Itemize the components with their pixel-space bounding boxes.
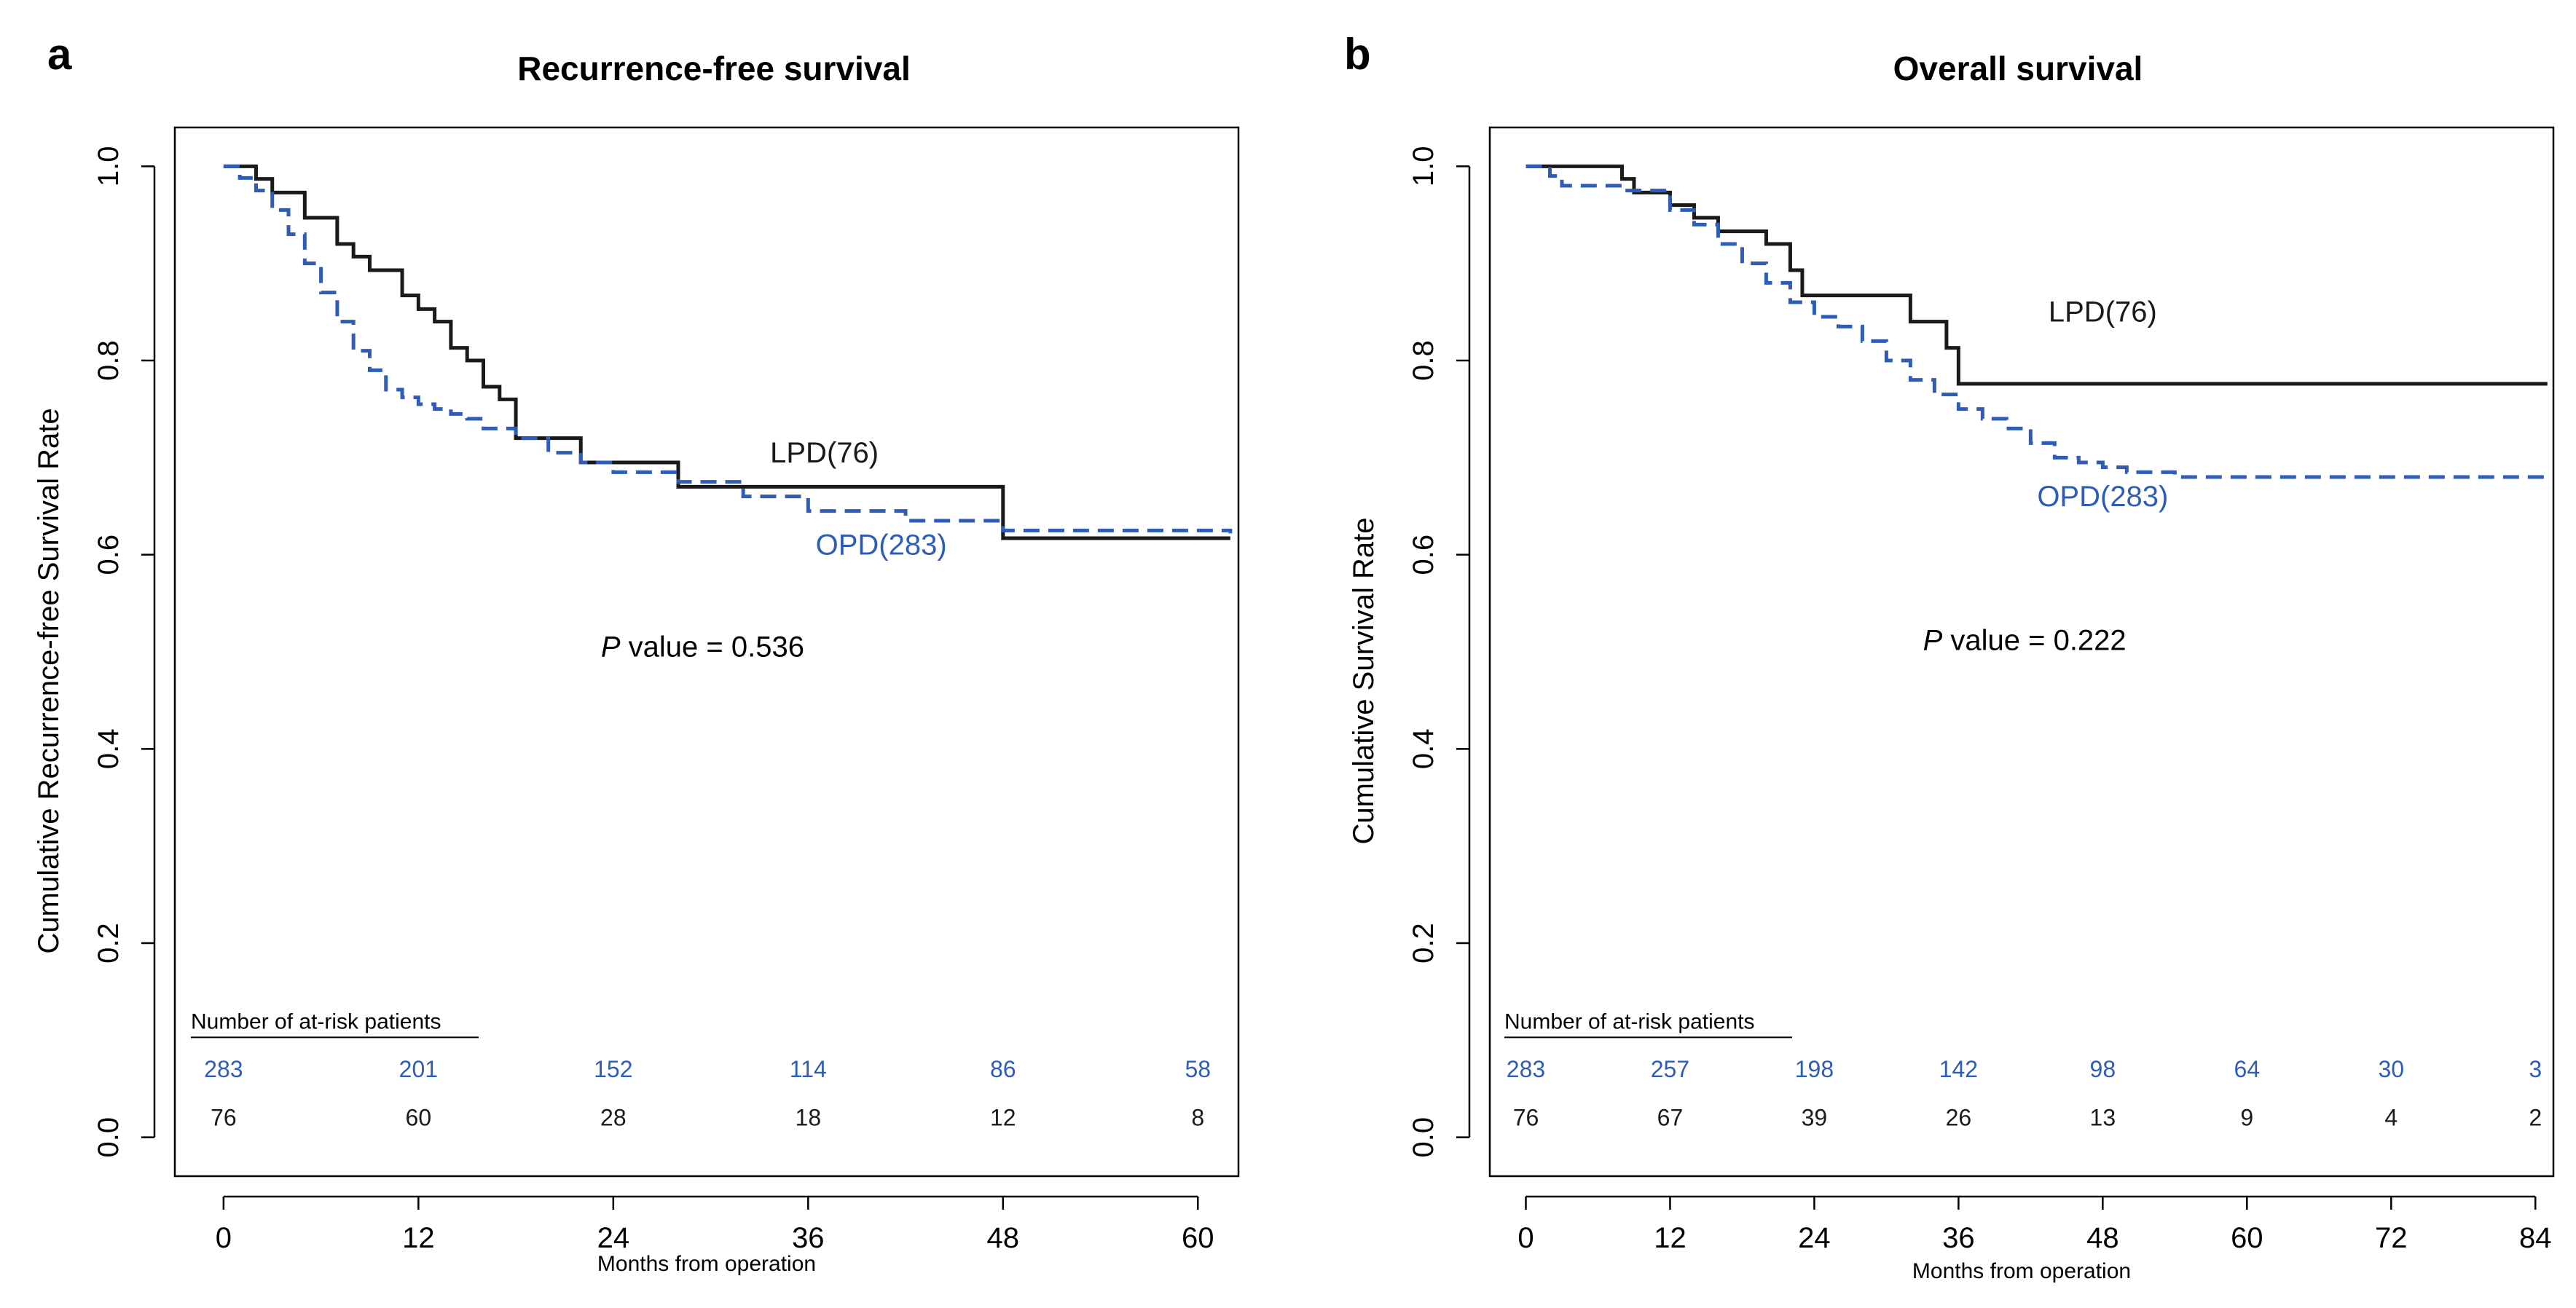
x-tick-label: 84 bbox=[2519, 1222, 2552, 1254]
risk-count-opd: 30 bbox=[2378, 1056, 2404, 1082]
survival-curve-opd283 bbox=[223, 164, 1233, 534]
y-tick-label: 1.0 bbox=[93, 146, 125, 187]
risk-count-lpd: 76 bbox=[211, 1105, 237, 1131]
risk-count-opd: 198 bbox=[1795, 1056, 1834, 1082]
x-tick-label: 48 bbox=[2086, 1222, 2119, 1254]
risk-count-opd: 86 bbox=[990, 1056, 1016, 1082]
x-tick-label: 60 bbox=[2231, 1222, 2263, 1254]
survival-curve-opd283 bbox=[1525, 164, 2548, 479]
risk-count-opd: 58 bbox=[1185, 1056, 1211, 1082]
p-italic: P bbox=[601, 631, 621, 663]
x-tick-label: 12 bbox=[402, 1222, 435, 1254]
y-tick-label: 0.6 bbox=[93, 535, 125, 575]
x-tick-label: 12 bbox=[1654, 1222, 1686, 1254]
x-tick-label: 48 bbox=[987, 1222, 1020, 1254]
risk-count-opd: 142 bbox=[1939, 1056, 1978, 1082]
p-value-annotation: P value = 0.536 bbox=[601, 631, 804, 663]
y-tick-label: 0.6 bbox=[1407, 535, 1440, 575]
y-tick-label: 1.0 bbox=[1407, 146, 1440, 187]
risk-count-lpd: 12 bbox=[990, 1105, 1016, 1131]
plot-frame bbox=[1488, 126, 2555, 1178]
curve-label: LPD(76) bbox=[770, 437, 879, 469]
curve-label: OPD(283) bbox=[816, 529, 947, 562]
panel-a: a Recurrence-free survival 0 12 24 36 48 60 Mont… bbox=[33, 30, 1240, 1276]
chart-title: Overall survival bbox=[1893, 50, 2143, 87]
risk-table-title: Number of at-risk patients bbox=[191, 1009, 441, 1033]
risk-count-lpd: 28 bbox=[600, 1105, 627, 1131]
x-tick-label: 60 bbox=[1182, 1222, 1214, 1254]
curve-label: LPD(76) bbox=[2049, 296, 2157, 328]
risk-count-opd: 3 bbox=[2529, 1056, 2542, 1082]
risk-count-lpd: 9 bbox=[2240, 1105, 2253, 1131]
y-tick-label: 0.2 bbox=[93, 923, 125, 964]
risk-count-lpd: 13 bbox=[2090, 1105, 2116, 1131]
x-tick-label: 72 bbox=[2375, 1222, 2408, 1254]
y-tick-label: 0.8 bbox=[1407, 340, 1440, 381]
panel-label: a bbox=[47, 30, 72, 79]
plot-frame bbox=[173, 126, 1240, 1178]
y-tick-label: 0.4 bbox=[93, 729, 125, 770]
x-tick-label: 36 bbox=[1942, 1222, 1975, 1254]
p-value-text: value = 0.536 bbox=[621, 631, 804, 663]
y-tick-label: 0.0 bbox=[93, 1117, 125, 1158]
y-tick-label: 0.0 bbox=[1407, 1117, 1440, 1158]
panel-label: b bbox=[1344, 30, 1371, 79]
risk-table-title: Number of at-risk patients bbox=[1504, 1009, 1754, 1033]
x-tick-label: 0 bbox=[216, 1222, 232, 1254]
p-italic: P bbox=[1923, 624, 1943, 656]
risk-count-lpd: 39 bbox=[1802, 1105, 1828, 1131]
risk-count-lpd: 26 bbox=[1946, 1105, 1972, 1131]
risk-count-opd: 257 bbox=[1651, 1056, 1689, 1082]
x-tick-label: 36 bbox=[792, 1222, 825, 1254]
chart-title: Recurrence-free survival bbox=[517, 50, 911, 87]
risk-count-opd: 98 bbox=[2090, 1056, 2116, 1082]
survival-curve-lpd76 bbox=[223, 164, 1230, 540]
p-value-text: value = 0.222 bbox=[1942, 624, 2126, 656]
risk-count-lpd: 2 bbox=[2529, 1105, 2542, 1131]
risk-count-lpd: 18 bbox=[796, 1105, 822, 1131]
p-value-annotation: P value = 0.222 bbox=[1923, 624, 2127, 656]
risk-count-lpd: 60 bbox=[406, 1105, 432, 1131]
risk-count-opd: 114 bbox=[790, 1056, 827, 1082]
y-tick-label: 0.4 bbox=[1407, 729, 1440, 770]
risk-count-opd: 283 bbox=[1507, 1056, 1545, 1082]
risk-count-opd: 283 bbox=[204, 1056, 243, 1082]
y-axis-label: Cumulative Recurrence-free Survival Rate bbox=[33, 408, 65, 953]
x-tick-label: 24 bbox=[597, 1222, 630, 1254]
x-axis-label: Months from operation bbox=[597, 1252, 816, 1276]
risk-count-lpd: 76 bbox=[1513, 1105, 1539, 1131]
curve-label: OPD(283) bbox=[2037, 481, 2168, 513]
risk-count-lpd: 8 bbox=[1191, 1105, 1204, 1131]
y-tick-label: 0.2 bbox=[1407, 923, 1440, 964]
y-tick-label: 0.8 bbox=[93, 340, 125, 381]
x-tick-label: 24 bbox=[1798, 1222, 1831, 1254]
y-axis-label: Cumulative Survival Rate bbox=[1348, 517, 1380, 844]
survival-curve-lpd76 bbox=[1525, 164, 2548, 386]
x-axis-label: Months from operation bbox=[1912, 1259, 2131, 1283]
risk-count-opd: 201 bbox=[399, 1056, 438, 1082]
risk-count-lpd: 4 bbox=[2384, 1105, 2398, 1131]
risk-count-lpd: 67 bbox=[1657, 1105, 1684, 1131]
risk-count-opd: 64 bbox=[2234, 1056, 2261, 1082]
x-tick-label: 0 bbox=[1517, 1222, 1534, 1254]
risk-count-opd: 152 bbox=[594, 1056, 632, 1082]
